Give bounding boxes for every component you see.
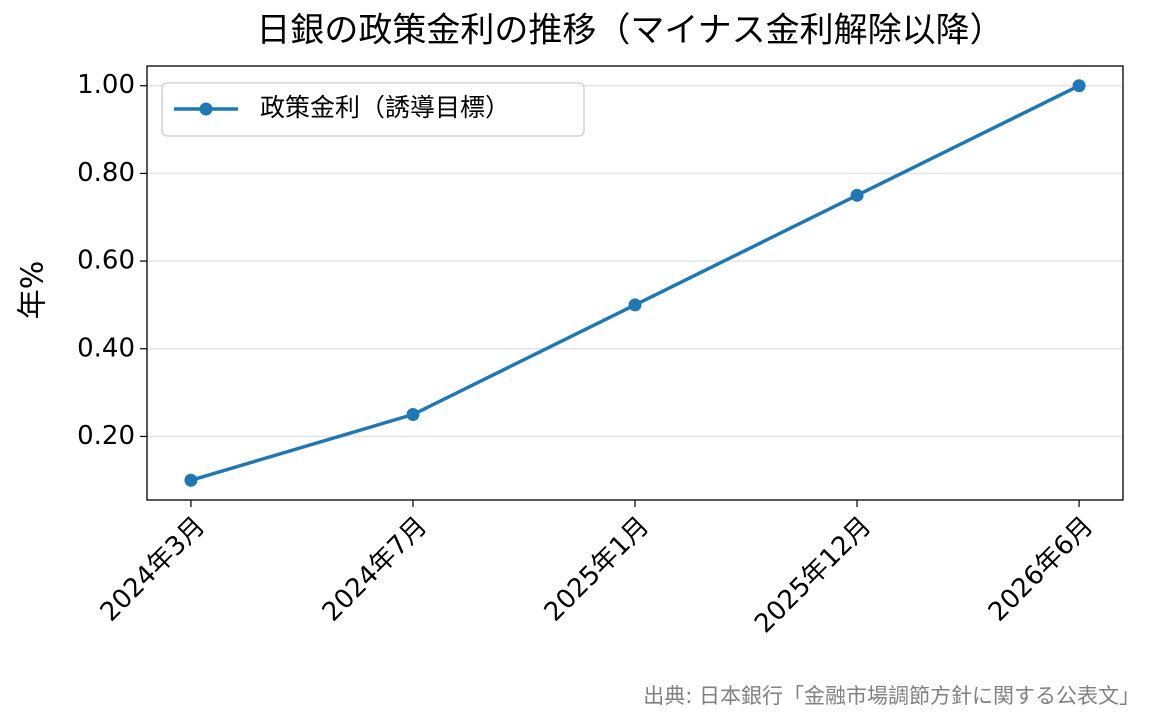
y-axis-label: 年% bbox=[16, 261, 51, 320]
x-tick-label: 2024年3月 bbox=[95, 511, 211, 627]
y-tick-label: 0.40 bbox=[77, 333, 135, 363]
x-tick-label: 2026年6月 bbox=[983, 511, 1099, 627]
x-tick-label: 2024年7月 bbox=[317, 511, 433, 627]
point bbox=[1072, 79, 1086, 93]
y-tick-label: 0.80 bbox=[77, 158, 135, 188]
point bbox=[406, 408, 420, 422]
y-tick-label: 1.00 bbox=[77, 70, 135, 100]
plot-frame bbox=[146, 65, 1124, 501]
x-tick-label: 2025年1月 bbox=[539, 511, 655, 627]
legend-box bbox=[161, 82, 585, 137]
source-note: 出典: 日本銀行「金融市場調節方針に関する公表文」 bbox=[643, 684, 1140, 708]
line bbox=[190, 84, 1080, 482]
y-tick-label: 0.60 bbox=[77, 246, 135, 276]
legend-marker bbox=[199, 102, 213, 116]
legend-label: 政策金利（誘導目標） bbox=[260, 93, 510, 122]
point bbox=[850, 188, 864, 202]
point bbox=[184, 473, 198, 487]
x-tick-label: 2025年12月 bbox=[749, 511, 877, 639]
chart-title: 日銀の政策金利の推移（マイナス金利解除以降） bbox=[256, 11, 1003, 51]
point bbox=[628, 298, 642, 312]
y-tick-label: 0.20 bbox=[77, 421, 135, 451]
